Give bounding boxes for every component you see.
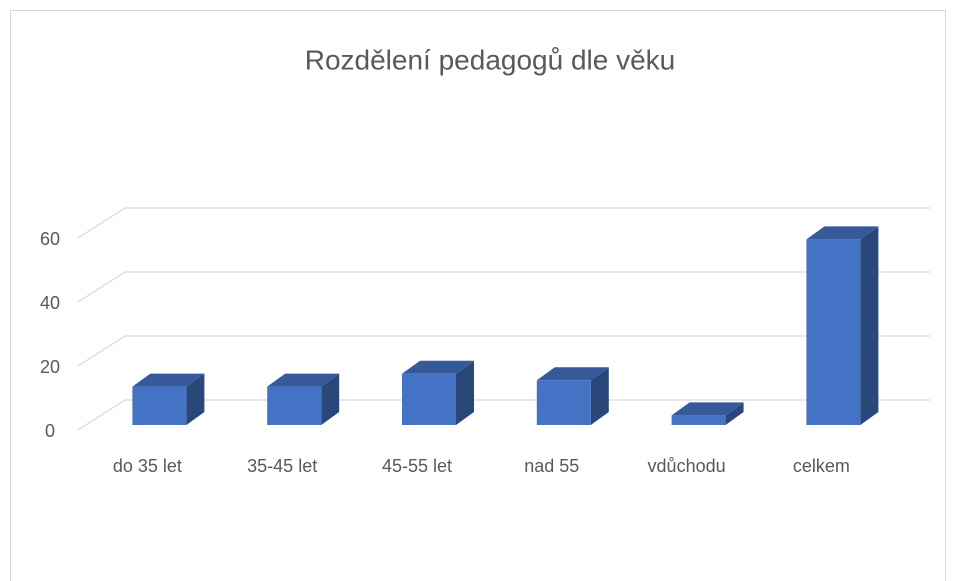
chart-border [10, 10, 946, 581]
bar-front [536, 380, 591, 425]
x-tick-label: vdůchodu [648, 456, 726, 476]
bar-side [456, 360, 474, 425]
x-tick-label: celkem [793, 456, 850, 476]
bar [132, 373, 205, 425]
y-tick-label: 20 [40, 357, 60, 377]
grid-line [77, 207, 930, 239]
bar-top [402, 360, 474, 374]
bar-top [267, 373, 340, 387]
bar-top [671, 402, 744, 416]
bar-top [806, 226, 879, 240]
y-tick-label: 60 [40, 229, 60, 249]
x-tick-label: 35-45 let [247, 456, 317, 476]
y-tick-label: 40 [40, 293, 60, 313]
bar [402, 360, 474, 425]
bar-front [132, 386, 187, 425]
bar [536, 367, 609, 425]
bar-side [725, 402, 744, 425]
bar-front [267, 386, 322, 425]
bar-front [806, 239, 861, 425]
bar-top [132, 373, 205, 387]
bar [806, 226, 879, 425]
bar-side [321, 373, 340, 425]
bar [671, 402, 744, 425]
grid-line [77, 335, 930, 367]
bar-side [590, 367, 609, 425]
x-tick-label: do 35 let [113, 456, 182, 476]
x-tick-label: 45-55 let [382, 456, 452, 476]
bar-front [402, 373, 456, 425]
bar-side [860, 226, 879, 425]
bar-side [186, 373, 205, 425]
chart-title: Rozdělení pedagogů dle věku [305, 44, 676, 75]
x-tick-label: nad 55 [524, 456, 579, 476]
y-tick-label: 0 [45, 421, 55, 441]
grid-line [77, 271, 930, 303]
bar-front [671, 415, 726, 425]
bar [267, 373, 340, 425]
grid-line [77, 399, 930, 431]
bar-top [536, 367, 609, 381]
